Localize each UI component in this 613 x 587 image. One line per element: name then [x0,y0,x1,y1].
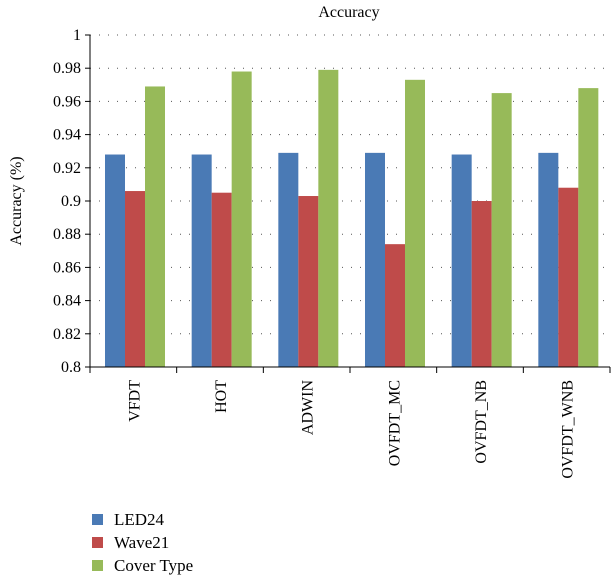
y-tick-label-0-84: 0.84 [53,293,81,310]
y-tick-label-0-98: 0.98 [53,60,81,77]
bar-adwin-cover-type [318,69,339,368]
bar-adwin-led24 [278,152,299,367]
bar-vfdt-cover-type [145,86,165,368]
bar-vfdt-led24 [105,154,125,367]
y-tick-label-0-88: 0.88 [53,226,81,243]
bar-ovfdt-wnb-cover-type [578,88,599,368]
bar-vfdt-wave21 [125,191,145,367]
bar-adwin-wave21 [298,196,319,367]
bar-ovfdt-nb-cover-type [491,93,512,367]
bar-hot-cover-type [231,71,252,368]
bar-ovfdt-mc-wave21 [385,244,405,367]
y-tick-label-0-96: 0.96 [53,93,81,110]
y-axis-label: Accuracy (%) [8,156,25,245]
y-tick-label-0-82: 0.82 [53,326,81,343]
x-tick-labels: VFDT HOT ADWIN OVFDT_MC OVFDT_NB OVFDT_WNB [126,380,576,479]
y-tick-label-0-8: 0.8 [61,359,81,376]
bar-ovfdt-nb-led24 [451,154,472,367]
bar-ovfdt-wnb-led24 [538,152,559,367]
legend-label-wave21: Wave21 [114,532,170,552]
legend-swatch-led24 [92,514,103,525]
legend-swatch-wave21 [92,537,103,548]
bars [105,69,599,368]
x-tick-label-ovfdt-wnb: OVFDT_WNB [560,380,577,479]
legend-swatch-cover-type [92,560,103,571]
x-tick-label-vfdt: VFDT [126,380,143,422]
axes [85,34,611,373]
legend-item-wave21: Wave21 [92,531,193,554]
legend-label-cover-type: Cover Type [114,555,194,575]
y-tick-labels: 0.8 0.82 0.84 0.86 0.88 0.9 0.92 0.94 0.96 0.98 1 [53,27,81,376]
y-tick-label-0-94: 0.94 [53,127,81,144]
y-tick-label-0-9: 0.9 [61,193,81,210]
bar-hot-wave21 [211,192,232,367]
legend-item-led24: LED24 [92,508,193,531]
bar-hot-led24 [191,154,212,367]
x-tick-label-adwin: ADWIN [300,380,317,436]
legend: LED24 Wave21 Cover Type [92,508,193,577]
gridlines [90,34,610,335]
x-tick-label-hot: HOT [213,380,230,413]
x-tick-label-ovfdt-mc: OVFDT_MC [386,380,403,466]
bar-ovfdt-mc-cover-type [405,79,425,367]
y-tick-label-1: 1 [73,27,81,44]
legend-item-cover-type: Cover Type [92,554,193,577]
x-tick-label-ovfdt-nb: OVFDT_NB [473,380,490,464]
y-tick-label-0-86: 0.86 [53,259,81,276]
bar-ovfdt-nb-wave21 [471,201,492,367]
legend-label-led24: LED24 [114,509,165,529]
chart-title: Accuracy [318,4,379,21]
bar-ovfdt-wnb-wave21 [558,187,579,367]
accuracy-bar-chart: Accuracy Accuracy (%) 0.80.820.840.860.8… [8,4,611,479]
bar-ovfdt-mc-led24 [365,152,385,367]
y-tick-label-0-92: 0.92 [53,160,81,177]
